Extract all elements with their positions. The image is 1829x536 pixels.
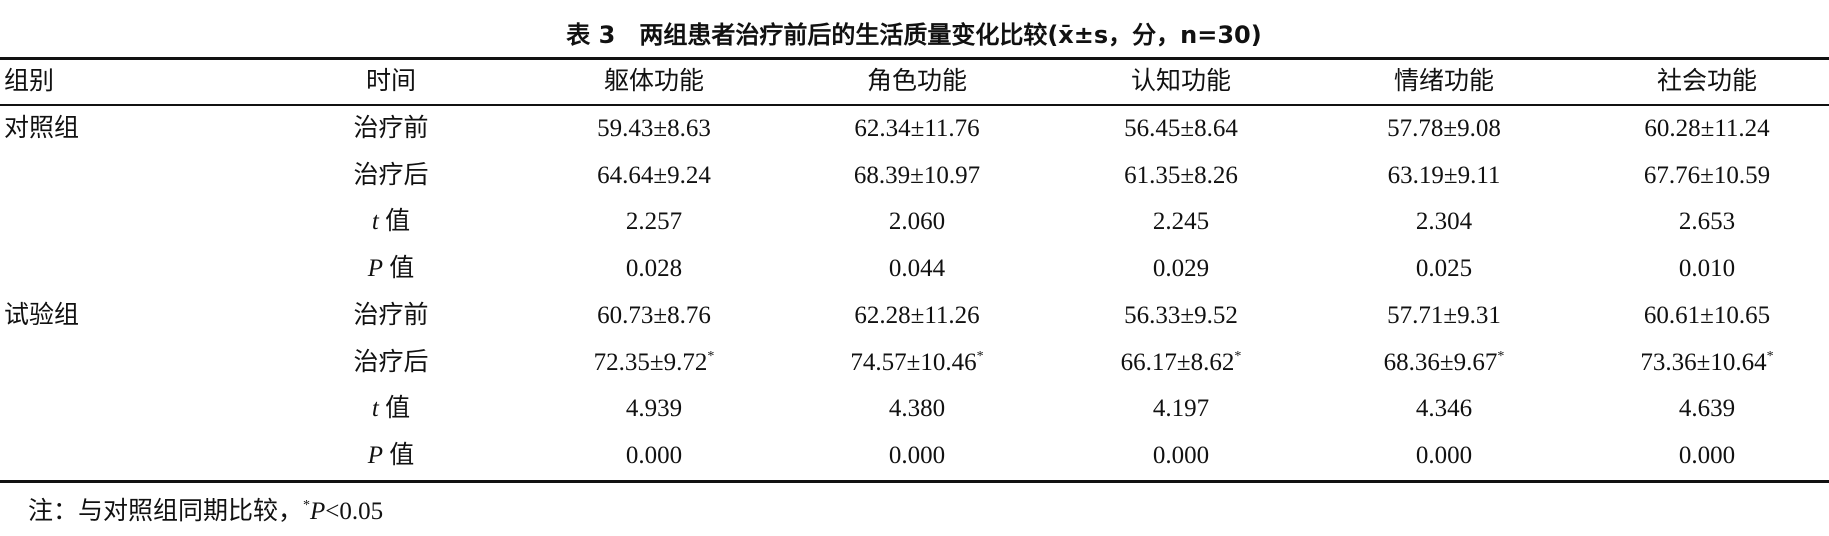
value-cell: 62.34±11.76 — [854, 115, 980, 142]
time-text: 治疗后 — [353, 348, 429, 376]
stat-symbol: t — [371, 208, 379, 236]
value-cell: 68.36±9.67* — [1384, 348, 1505, 378]
value-cell: 4.380 — [888, 395, 946, 423]
value-cell: 74.57±10.46* — [850, 348, 983, 378]
header-cell: 角色功能 — [866, 68, 968, 95]
header-cell: 躯体功能 — [603, 68, 705, 95]
top-rule — [0, 57, 1829, 60]
value-cell: 56.33±9.52 — [1124, 301, 1238, 329]
group-cell: 对照组 — [4, 115, 80, 142]
value-cell: 0.000 — [1415, 441, 1473, 469]
time-text: 值 — [385, 208, 411, 236]
value-cell: 0.000 — [1152, 441, 1210, 469]
value-cell: 57.78±9.08 — [1387, 115, 1501, 142]
time-cell: 治疗后 — [353, 348, 428, 378]
value-text: 73.36±10.64 — [1640, 348, 1767, 376]
value-cell: 0.000 — [888, 441, 946, 469]
time-text: 值 — [389, 255, 415, 283]
header-cell: 情绪功能 — [1393, 68, 1495, 95]
value-text: 74.57±10.46 — [850, 348, 977, 376]
value-text: 66.17±8.62 — [1120, 348, 1235, 376]
time-text: 治疗前 — [353, 115, 429, 142]
value-cell: 67.76±10.59 — [1643, 161, 1771, 189]
value-cell: 60.73±8.76 — [597, 301, 711, 329]
time-cell: 治疗后 — [353, 161, 428, 191]
time-text: 值 — [389, 441, 415, 469]
value-cell: 2.245 — [1152, 208, 1210, 236]
value-cell: 62.28±11.26 — [854, 301, 980, 329]
note-threshold: <0.05 — [325, 498, 384, 525]
value-cell: 2.653 — [1678, 208, 1736, 236]
value-cell: 73.36±10.64* — [1640, 348, 1773, 378]
stat-symbol: P — [367, 255, 384, 283]
value-cell: 2.060 — [888, 208, 946, 236]
value-cell: 68.39±10.97 — [853, 161, 981, 189]
time-cell: 治疗前 — [353, 114, 428, 144]
table-title: 表 3 两组患者治疗前后的生活质量变化比较(x̄±s，分，n=30) — [566, 21, 1262, 49]
significance-mark: * — [707, 348, 715, 364]
value-cell: 0.000 — [1678, 441, 1736, 469]
header-cell: 时间 — [365, 68, 417, 95]
value-cell: 4.639 — [1678, 395, 1736, 423]
significance-mark: * — [1234, 348, 1242, 364]
value-text: 72.35±9.72 — [593, 348, 708, 376]
value-cell: 0.028 — [625, 255, 683, 283]
significance-mark: * — [1766, 348, 1774, 364]
value-cell: 2.304 — [1415, 208, 1473, 236]
value-cell: 61.35±8.26 — [1124, 161, 1238, 189]
value-cell: 64.64±9.24 — [597, 161, 711, 189]
value-cell: 0.000 — [625, 441, 683, 469]
value-cell: 57.71±9.31 — [1387, 301, 1501, 329]
value-cell: 56.45±8.64 — [1124, 115, 1238, 142]
time-text: 值 — [385, 395, 411, 423]
header-rule — [0, 104, 1829, 106]
time-cell: P 值 — [368, 441, 415, 471]
value-cell: 72.35±9.72* — [594, 348, 715, 378]
value-cell: 0.029 — [1152, 255, 1210, 283]
time-text: 治疗后 — [353, 161, 429, 189]
value-cell: 2.257 — [625, 208, 683, 236]
value-cell: 4.346 — [1415, 395, 1473, 423]
time-cell: P 值 — [368, 254, 415, 284]
value-cell: 0.025 — [1415, 255, 1473, 283]
value-cell: 60.61±10.65 — [1643, 301, 1771, 329]
value-cell: 66.17±8.62* — [1121, 348, 1242, 378]
value-cell: 60.28±11.24 — [1644, 115, 1770, 142]
bottom-rule — [0, 480, 1829, 483]
time-text: 治疗前 — [353, 301, 429, 329]
note-symbol: P — [310, 498, 326, 525]
value-cell: 4.939 — [625, 395, 683, 423]
header-cell: 社会功能 — [1656, 68, 1758, 95]
value-text: 68.36±9.67 — [1383, 348, 1498, 376]
value-cell: 0.010 — [1678, 255, 1736, 283]
stat-symbol: P — [367, 441, 384, 469]
header-cell: 组别 — [4, 68, 55, 95]
header-cell: 认知功能 — [1130, 68, 1232, 95]
note-mark: * — [303, 498, 311, 513]
value-cell: 63.19±9.11 — [1387, 161, 1501, 189]
time-cell: t 值 — [372, 207, 410, 237]
time-cell: 治疗前 — [353, 301, 428, 331]
note-text: 注：与对照组同期比较， — [28, 498, 304, 525]
significance-mark: * — [1497, 348, 1505, 364]
significance-mark: * — [976, 348, 984, 364]
value-cell: 0.044 — [888, 255, 946, 283]
group-cell: 试验组 — [4, 301, 80, 329]
table-note: 注：与对照组同期比较，*P<0.05 — [28, 497, 383, 527]
value-cell: 59.43±8.63 — [597, 115, 711, 142]
value-cell: 4.197 — [1152, 395, 1210, 423]
time-cell: t 值 — [372, 394, 410, 424]
stat-symbol: t — [371, 395, 379, 423]
